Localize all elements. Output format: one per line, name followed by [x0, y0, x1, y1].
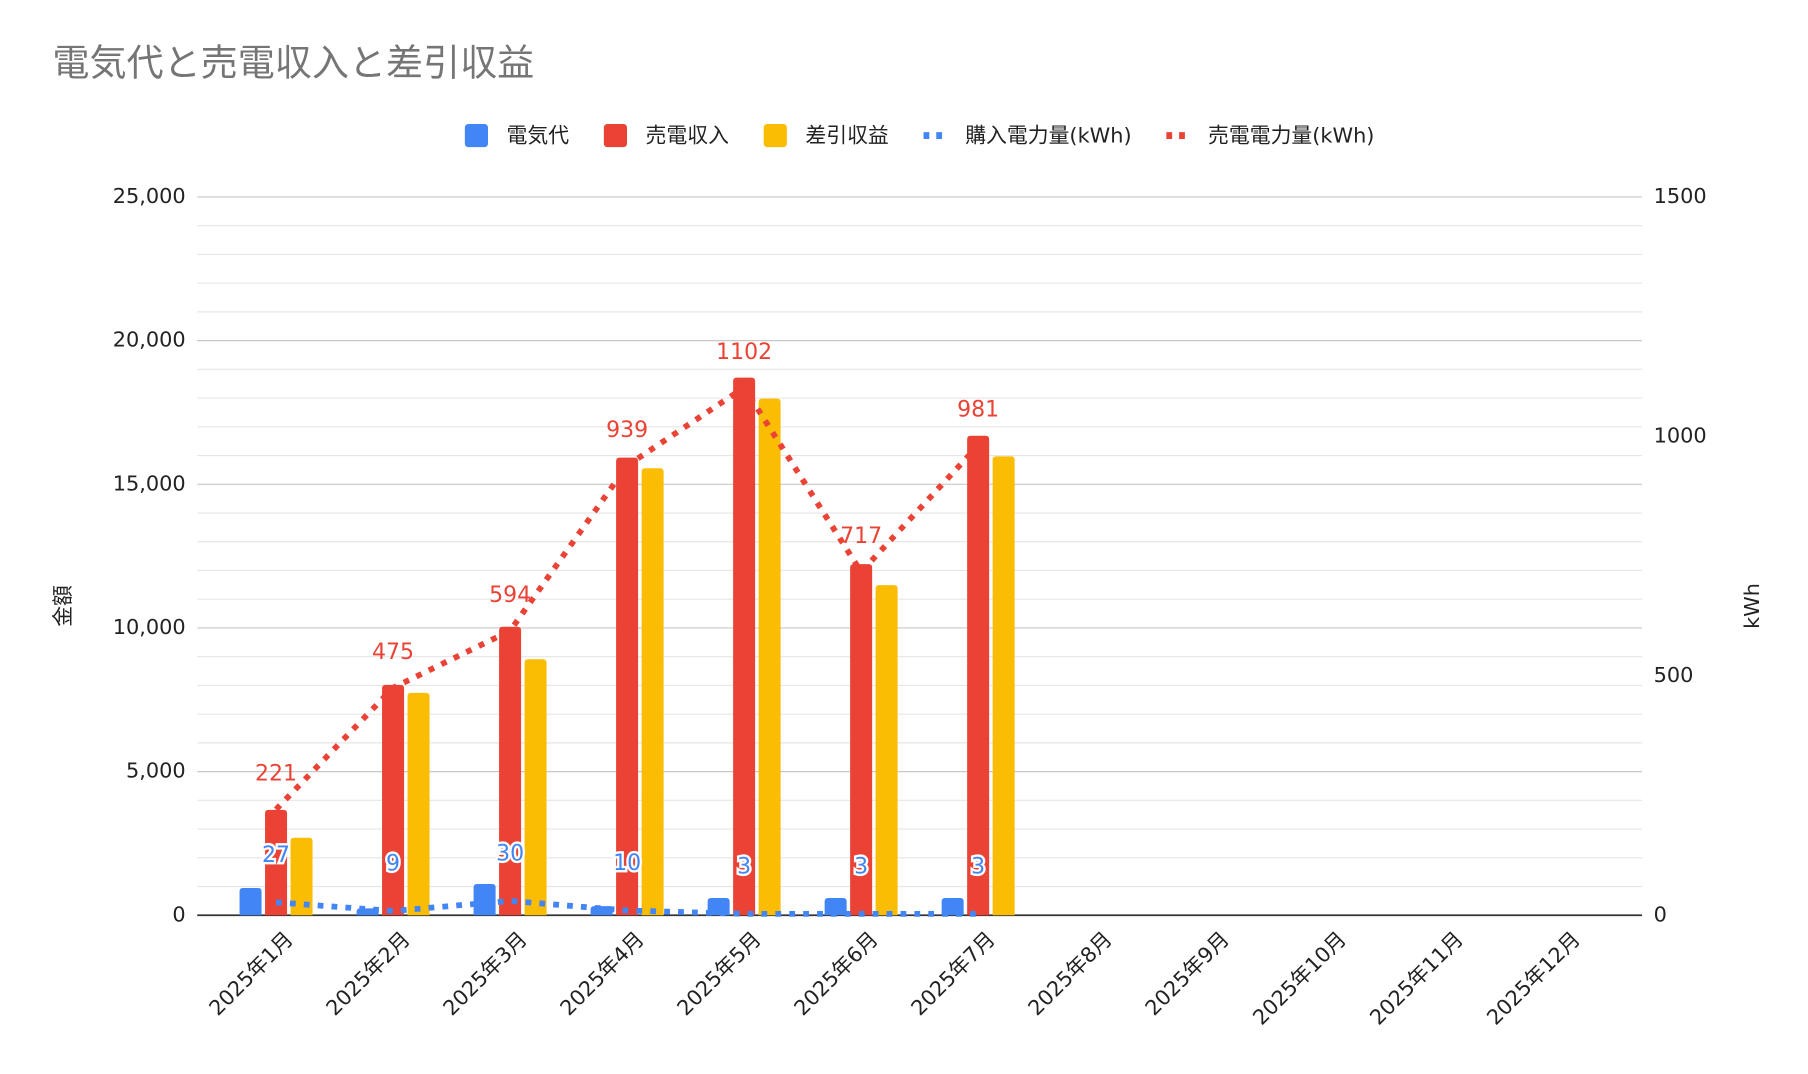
bar: [382, 684, 405, 916]
bar: [824, 898, 847, 916]
bar: [992, 456, 1015, 916]
bar: [265, 809, 288, 916]
x-tick-label: 2025年3月: [438, 927, 531, 1020]
legend-label: 電気代: [507, 124, 570, 148]
line-series: [273, 383, 981, 812]
bar: [616, 457, 639, 916]
data-label: 27: [262, 843, 290, 868]
data-label: 10: [613, 851, 641, 876]
data-label: 9: [386, 852, 400, 877]
data-label: 475: [372, 640, 414, 665]
x-tick-label: 2025年4月: [555, 927, 648, 1020]
x-tick-label: 2025年5月: [672, 927, 765, 1020]
y2-axis-title: kWh: [1740, 583, 1764, 629]
data-label: 221: [255, 762, 297, 787]
bar: [524, 659, 547, 916]
data-label: 30: [496, 842, 524, 867]
legend-swatch: [763, 123, 787, 148]
y2-tick-label: 1500: [1654, 184, 1707, 208]
x-tick-label: 2025年1月: [204, 927, 297, 1020]
x-tick-label: 2025年12月: [1482, 927, 1585, 1030]
x-tick-label: 2025年7月: [906, 927, 999, 1020]
data-label: 594: [489, 583, 531, 608]
bar: [641, 468, 664, 916]
bar: [499, 626, 522, 916]
data-label: 3: [854, 854, 868, 879]
x-tick-label: 2025年11月: [1365, 927, 1468, 1030]
line-series: [275, 898, 979, 917]
x-tick-label: 2025年6月: [789, 927, 882, 1020]
legend-label: 売電収入: [646, 124, 730, 148]
data-label: 939: [606, 418, 648, 443]
bar: [473, 883, 496, 916]
legend: 電気代 売電収入 差引収益 購入電力量(kWh) 売電電力量(kWh): [464, 123, 1374, 148]
bar: [407, 692, 430, 916]
y-tick-label: 25,000: [113, 184, 186, 208]
data-label: 3: [971, 854, 985, 879]
bar: [239, 887, 262, 916]
data-label: 3: [737, 854, 751, 879]
bar: [290, 837, 313, 916]
x-tick-label: 2025年8月: [1024, 927, 1117, 1020]
bar: [967, 435, 990, 916]
legend-label: 差引収益: [805, 124, 888, 148]
x-tick-label: 2025年9月: [1141, 927, 1234, 1020]
bar: [875, 585, 898, 916]
y-tick-label: 5,000: [126, 759, 186, 783]
bar: [733, 377, 756, 916]
x-tick-label: 2025年10月: [1248, 927, 1351, 1030]
y-axis-title: 金額: [51, 585, 75, 627]
legend-label: 購入電力量(kWh): [965, 124, 1131, 148]
y-tick-label: 15,000: [113, 471, 186, 495]
data-label: 717: [840, 524, 882, 549]
chart-title: 電気代と売電収入と差引収益: [52, 41, 534, 84]
y-tick-label: 10,000: [113, 615, 186, 639]
legend-swatch: [464, 123, 489, 148]
y-tick-label: 20,000: [113, 328, 186, 352]
data-label: 1102: [716, 340, 772, 365]
x-tick-label: 2025年2月: [321, 927, 414, 1020]
y2-tick-label: 0: [1654, 902, 1667, 926]
bar: [758, 398, 781, 916]
y-tick-label: 0: [172, 902, 185, 926]
data-label: 981: [957, 398, 999, 423]
legend-swatch: [603, 123, 628, 148]
bar: [850, 564, 873, 916]
y2-tick-label: 1000: [1654, 423, 1707, 447]
legend-label: 売電電力量(kWh): [1208, 124, 1374, 148]
y2-tick-label: 500: [1654, 663, 1694, 687]
